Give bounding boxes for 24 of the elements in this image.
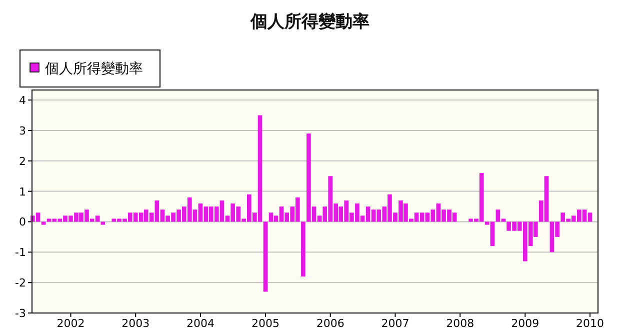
bar: [41, 222, 46, 225]
legend: 個人所得變動率: [20, 50, 160, 88]
y-tick-label: 0: [19, 216, 26, 229]
bar: [301, 222, 306, 276]
y-tick-label: -1: [15, 246, 26, 260]
x-tick-label: 2006: [316, 317, 344, 330]
y-tick-label: -3: [15, 307, 26, 320]
x-tick-label: 2003: [122, 317, 150, 330]
chart-title: 個人所得變動率: [250, 12, 370, 32]
y-tick-label: 1: [19, 185, 26, 198]
x-tick-label: 2010: [576, 317, 604, 330]
y-tick-label: -2: [15, 276, 26, 290]
y-tick-label: 3: [19, 124, 26, 138]
y-tick-label: 2: [19, 154, 26, 168]
x-tick-label: 2009: [511, 317, 540, 330]
bar: [100, 222, 106, 225]
x-tick-label: 2007: [381, 317, 410, 330]
bar: [263, 222, 268, 292]
x-tick-label: 2004: [186, 317, 214, 330]
x-tick-label: 2008: [446, 317, 474, 330]
x-tick-label: 2002: [56, 317, 85, 330]
y-tick-label: 4: [19, 94, 26, 108]
x-tick-label: 2005: [252, 317, 280, 330]
legend-label: 個人所得變動率: [45, 61, 143, 77]
